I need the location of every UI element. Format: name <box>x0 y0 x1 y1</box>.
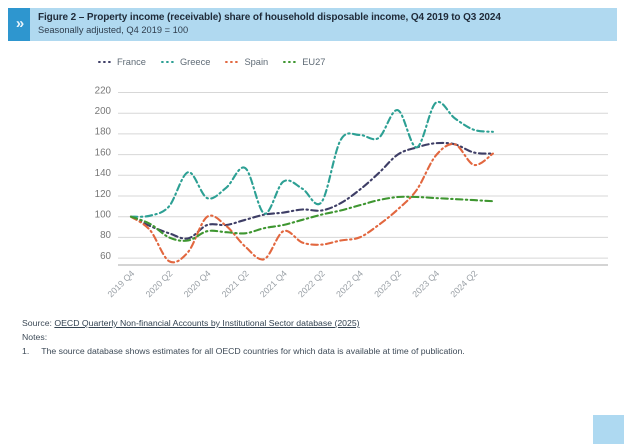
source-link[interactable]: OECD Quarterly Non-financial Accounts by… <box>54 318 360 328</box>
y-tick-label: 140 <box>95 168 112 179</box>
y-tick-label: 60 <box>100 251 111 262</box>
chart-legend: France Greece Spain EU27 <box>98 57 325 67</box>
source-line: Source: OECD Quarterly Non-financial Acc… <box>22 318 612 328</box>
x-tick-label: 2021 Q2 <box>220 268 251 299</box>
series-line-france <box>129 141 494 240</box>
legend-swatch-greece <box>160 61 175 63</box>
y-axis-tick-labels: 60 80 100 120 140 160 180 200 220 <box>95 85 112 262</box>
y-gridlines <box>118 92 608 259</box>
series-line-greece <box>129 100 494 218</box>
footer: Source: OECD Quarterly Non-financial Acc… <box>22 318 612 356</box>
legend-item-greece: Greece <box>160 57 211 67</box>
y-tick-label: 120 <box>95 189 112 200</box>
series-line-eu27 <box>129 195 494 242</box>
x-tick-label: 2023 Q4 <box>410 268 441 299</box>
figure-subtitle: Seasonally adjusted, Q4 2019 = 100 <box>38 25 189 35</box>
legend-item-france: France <box>98 57 146 67</box>
x-tick-label: 2020 Q2 <box>144 268 175 299</box>
note-number: 1. <box>22 346 30 356</box>
legend-swatch-eu27 <box>283 61 298 63</box>
x-tick-label: 2023 Q2 <box>372 268 403 299</box>
x-tick-label: 2019 Q4 <box>105 268 136 299</box>
x-tick-label: 2024 Q2 <box>448 268 479 299</box>
y-tick-label: 220 <box>95 85 112 96</box>
footer-corner-accent <box>593 415 624 444</box>
y-tick-label: 200 <box>95 106 112 117</box>
figure-header-band: » Figure 2 – Property income (receivable… <box>8 8 617 41</box>
x-tick-label: 2022 Q4 <box>334 268 365 299</box>
notes-label: Notes: <box>22 332 48 342</box>
legend-label: Greece <box>179 57 211 67</box>
y-tick-label: 100 <box>95 210 112 221</box>
legend-item-eu27: EU27 <box>283 57 325 67</box>
legend-swatch-france <box>98 61 112 63</box>
figure-title: Figure 2 – Property income (receivable) … <box>38 12 501 23</box>
y-tick-label: 180 <box>95 127 112 138</box>
legend-label: EU27 <box>302 57 326 67</box>
note-text: The source database shows estimates for … <box>41 346 465 356</box>
y-tick-label: 160 <box>95 147 112 158</box>
legend-item-spain: Spain <box>225 57 268 67</box>
source-prefix-label: Source: <box>22 318 52 328</box>
x-tick-label: 2020 Q4 <box>182 268 213 299</box>
legend-label: France <box>117 57 146 67</box>
x-axis-tick-labels: 2019 Q4 2020 Q2 2020 Q4 2021 Q2 2021 Q4 2022 … <box>105 268 479 299</box>
x-tick-label: 2021 Q4 <box>258 268 289 299</box>
x-tick-label: 2022 Q2 <box>296 268 327 299</box>
series-line-spain <box>129 142 494 264</box>
legend-swatch-spain <box>225 61 240 63</box>
note-item: 1. The source database shows estimates fo… <box>22 346 612 356</box>
y-tick-label: 80 <box>100 230 111 241</box>
double-chevron-icon: » <box>8 8 30 41</box>
legend-label: Spain <box>244 57 269 67</box>
